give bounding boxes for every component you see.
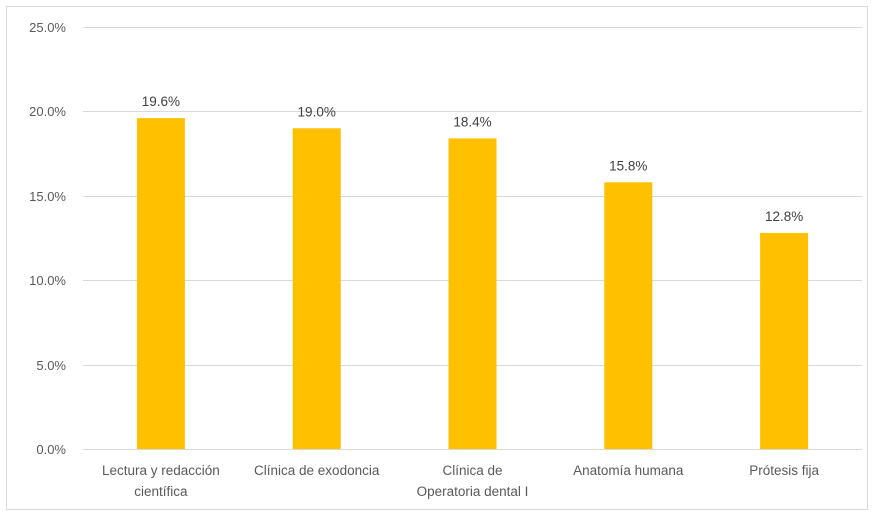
- category-label: Clínica de: [442, 463, 502, 478]
- category-label: Lectura y redacción: [102, 463, 220, 478]
- gridlines: [83, 27, 862, 450]
- y-tick-label: 5.0%: [36, 358, 66, 373]
- category-label: Clínica de exodoncia: [254, 463, 380, 478]
- y-tick-label: 20.0%: [29, 104, 66, 119]
- bar: [292, 128, 341, 449]
- bars: [136, 118, 809, 449]
- y-tick-label: 0.0%: [36, 442, 66, 457]
- y-axis-ticks: 0.0% 5.0% 10.0% 15.0% 20.0% 25.0%: [29, 20, 66, 457]
- bar: [760, 232, 809, 449]
- bar: [136, 118, 185, 449]
- category-label: Anatomía humana: [573, 463, 684, 478]
- category-label: Prótesis fija: [749, 463, 819, 478]
- category-label: científica: [134, 484, 188, 499]
- data-label: 18.4%: [453, 114, 491, 129]
- y-tick-label: 10.0%: [29, 273, 66, 288]
- data-label: 19.6%: [142, 94, 180, 109]
- data-label: 15.8%: [609, 158, 647, 173]
- data-label: 12.8%: [765, 209, 803, 224]
- y-tick-label: 25.0%: [29, 20, 66, 35]
- category-label: Operatoria dental I: [417, 484, 529, 499]
- data-label: 19.0%: [298, 104, 336, 119]
- chart-frame: [6, 6, 868, 510]
- bar: [448, 138, 497, 449]
- bar: [604, 182, 653, 449]
- y-tick-label: 15.0%: [29, 189, 66, 204]
- data-labels: 19.6% 19.0% 18.4% 15.8% 12.8%: [142, 94, 803, 224]
- x-axis-categories: Lectura y redacción científica Clínica de …: [102, 463, 819, 499]
